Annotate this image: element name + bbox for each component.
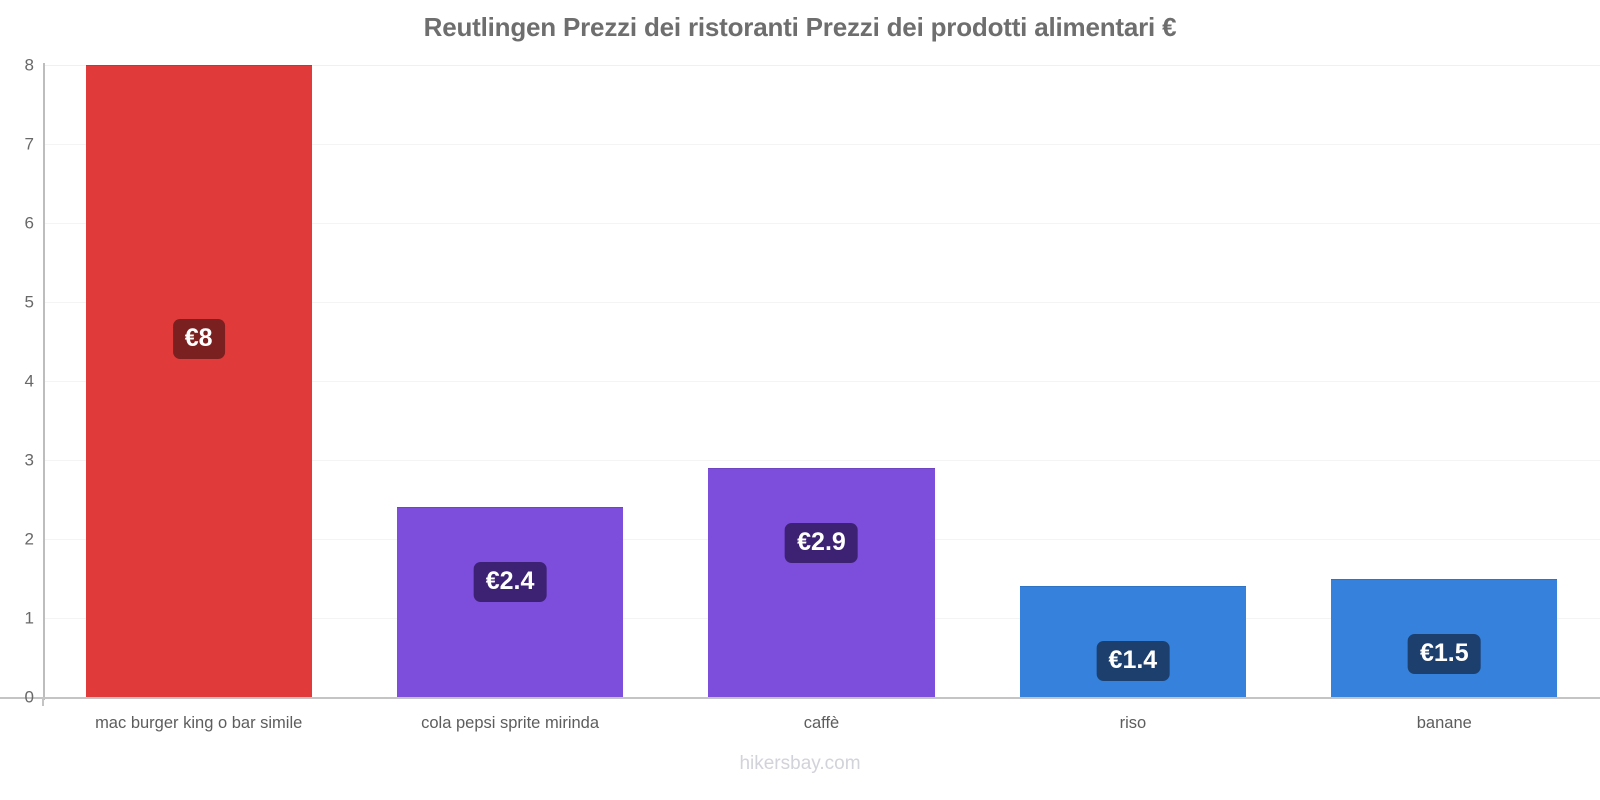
- bar[interactable]: €1.4: [1019, 586, 1247, 697]
- y-axis-tick-label: 8: [24, 55, 34, 75]
- gridline: [43, 381, 1600, 382]
- bar[interactable]: €2.9: [708, 467, 935, 697]
- page-title: Reutlingen Prezzi dei ristoranti Prezzi …: [423, 12, 1177, 42]
- bar[interactable]: €1.5: [1331, 578, 1558, 697]
- gridline: [43, 65, 1600, 66]
- bar[interactable]: €8: [85, 65, 312, 697]
- bar-value-label: €2.4: [473, 562, 547, 603]
- y-axis-tick-label: 4: [24, 371, 34, 391]
- bar-value-label: €8: [172, 319, 225, 359]
- bar-value-label: €1.5: [1407, 633, 1481, 674]
- x-axis-line: [0, 697, 1600, 699]
- bar-value-label: €1.4: [1096, 641, 1170, 682]
- y-axis-tick-label: 1: [24, 608, 34, 628]
- x-axis-category-label: banane: [1416, 714, 1472, 732]
- y-axis-tick-label: 2: [24, 529, 34, 549]
- x-axis-category-label: riso: [1119, 714, 1147, 732]
- gridline: [43, 460, 1600, 461]
- y-axis-tick-label: 6: [24, 213, 34, 233]
- bar-value-label: €2.9: [785, 522, 858, 563]
- x-axis-category-label: mac burger king o bar simile: [95, 714, 303, 732]
- x-axis-category-label: caffè: [803, 714, 840, 732]
- watermark: hikersbay.com: [739, 753, 861, 774]
- x-axis-origin-tick: [42, 697, 44, 706]
- y-axis-line: [43, 63, 45, 700]
- y-axis-tick-label: 0: [24, 687, 34, 707]
- y-axis-tick-label: 5: [24, 292, 34, 312]
- y-axis-tick-label: 7: [24, 134, 34, 154]
- gridline: [43, 302, 1600, 303]
- x-axis-category-label: cola pepsi sprite mirinda: [421, 714, 600, 732]
- bar[interactable]: €2.4: [396, 507, 624, 697]
- y-axis-tick-label: 3: [24, 450, 34, 470]
- gridline: [43, 144, 1600, 145]
- gridline: [43, 223, 1600, 224]
